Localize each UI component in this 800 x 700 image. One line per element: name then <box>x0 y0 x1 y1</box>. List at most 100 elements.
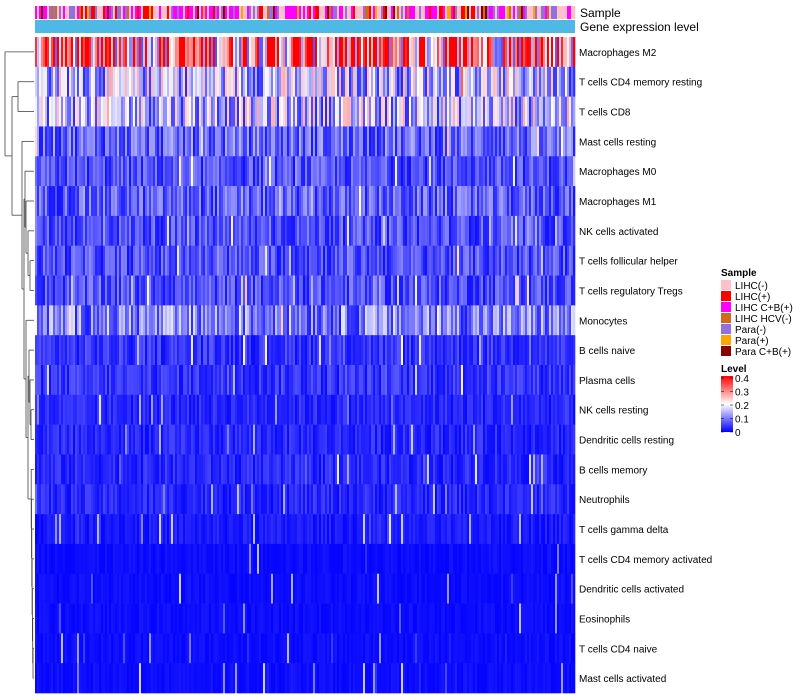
heatmap-cell <box>191 454 194 485</box>
heatmap-cell <box>529 186 532 217</box>
heatmap-cell <box>129 424 132 455</box>
heatmap-cell <box>47 245 50 276</box>
heatmap-cell <box>327 305 330 336</box>
heatmap-cell <box>45 66 48 97</box>
heatmap-cell <box>421 514 424 545</box>
heatmap-cell <box>565 126 568 157</box>
heatmap-cell <box>141 215 144 247</box>
heatmap-cell <box>563 96 566 127</box>
heatmap-cell <box>171 305 174 336</box>
heatmap-cell <box>303 454 306 485</box>
heatmap-cell <box>301 275 304 306</box>
sample-annotation-cell <box>299 6 302 19</box>
sample-annotation-cell <box>171 6 174 19</box>
heatmap-cell <box>99 245 102 276</box>
sample-annotation-cell <box>293 6 296 19</box>
heatmap-cell <box>291 424 294 455</box>
heatmap-cell <box>319 514 322 545</box>
heatmap-cell <box>151 156 154 187</box>
heatmap-cell <box>293 245 296 276</box>
heatmap-cell <box>277 126 280 157</box>
heatmap-cell <box>159 126 162 157</box>
heatmap-cell <box>345 365 348 396</box>
heatmap-cell <box>533 335 536 366</box>
heatmap-cell <box>275 245 278 276</box>
heatmap-cell <box>77 424 80 455</box>
heatmap-cell <box>157 66 160 97</box>
heatmap-cell <box>105 514 108 545</box>
heatmap-cell <box>405 215 408 247</box>
heatmap-cell <box>69 245 72 276</box>
heatmap-cell <box>401 96 404 127</box>
heatmap-cell <box>137 66 140 97</box>
heatmap-cell <box>315 424 318 455</box>
heatmap-cell <box>301 424 304 455</box>
sample-annotation-cell <box>493 6 496 19</box>
heatmap-cell <box>279 126 282 157</box>
heatmap-cell <box>99 96 102 127</box>
sample-annotation-cell <box>307 6 310 19</box>
heatmap-cell <box>367 454 370 485</box>
heatmap-cell <box>541 275 544 306</box>
heatmap-cell <box>211 245 214 276</box>
heatmap-cell <box>407 215 410 247</box>
heatmap-cell <box>313 215 316 247</box>
heatmap-cell <box>175 66 178 97</box>
heatmap-cell <box>365 454 368 485</box>
heatmap-cell <box>427 37 430 68</box>
heatmap-cell <box>219 365 222 396</box>
heatmap-cell <box>411 394 414 425</box>
heatmap-cell <box>85 156 88 187</box>
heatmap-cell <box>381 215 384 247</box>
heatmap-cell <box>133 305 136 336</box>
heatmap-cell <box>419 275 422 306</box>
heatmap-cell <box>505 156 508 187</box>
heatmap-cell <box>325 275 328 306</box>
heatmap-cell <box>399 96 402 127</box>
heatmap-cell <box>201 156 204 187</box>
heatmap-cell <box>323 454 326 485</box>
heatmap-cell <box>347 215 350 247</box>
heatmap-cell <box>327 96 330 127</box>
heatmap-cell <box>123 514 126 545</box>
heatmap-cell <box>133 186 136 217</box>
heatmap-cell <box>419 335 422 366</box>
sample-annotation-cell <box>179 6 182 19</box>
heatmap-cell <box>509 186 512 217</box>
heatmap-cell <box>95 245 98 276</box>
heatmap-cell <box>341 365 344 396</box>
heatmap-cell <box>149 305 152 336</box>
heatmap-cell <box>185 365 188 396</box>
heatmap-cell <box>147 543 150 575</box>
heatmap-cell <box>163 186 166 217</box>
heatmap-cell <box>153 484 156 515</box>
heatmap-cell <box>155 126 158 157</box>
heatmap-cell <box>141 394 144 425</box>
heatmap-cell <box>153 186 156 217</box>
heatmap-cell <box>109 186 112 217</box>
heatmap-cell <box>331 335 334 366</box>
heatmap-cell <box>157 484 160 515</box>
heatmap-cell <box>497 394 500 425</box>
heatmap-cell <box>205 335 208 366</box>
heatmap-cell <box>129 454 132 485</box>
heatmap-cell <box>203 335 206 366</box>
heatmap-cell <box>525 245 528 276</box>
heatmap-cell <box>163 305 166 336</box>
heatmap-cell <box>187 305 190 336</box>
heatmap-cell <box>113 484 116 515</box>
heatmap-cell <box>171 454 174 485</box>
heatmap-cell <box>335 156 338 187</box>
heatmap-cell <box>45 305 48 336</box>
heatmap-cell <box>75 454 78 485</box>
heatmap-cell <box>445 186 448 217</box>
heatmap-cell <box>559 96 562 127</box>
heatmap-cell <box>511 126 514 157</box>
sample-annotation-cell <box>267 6 270 19</box>
heatmap-cell <box>525 394 528 425</box>
heatmap-cell <box>489 245 492 276</box>
heatmap-cell <box>241 365 244 396</box>
heatmap-cell <box>333 156 336 187</box>
heatmap-cell <box>305 156 308 187</box>
heatmap-cell <box>497 275 500 306</box>
